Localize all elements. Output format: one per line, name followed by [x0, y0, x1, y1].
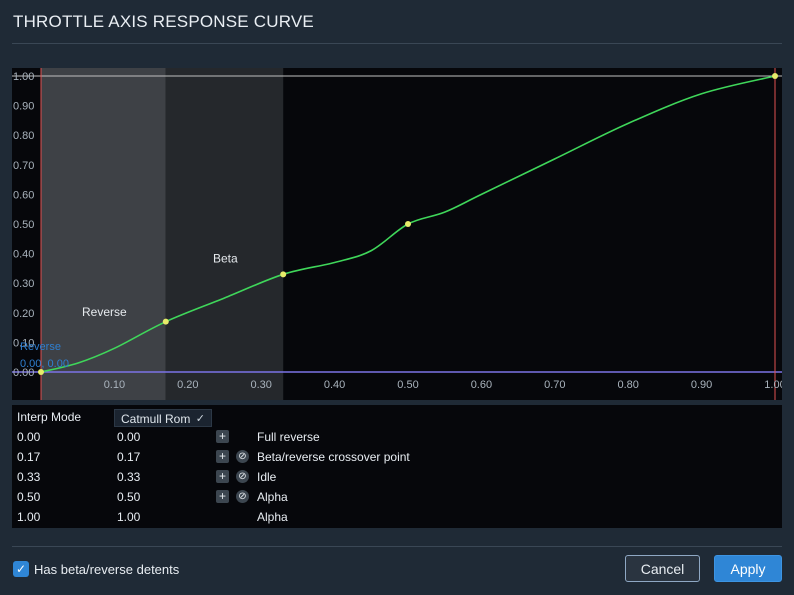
marker-label: Reverse [20, 341, 61, 353]
dialog-title: THROTTLE AXIS RESPONSE CURVE [13, 12, 314, 31]
remove-icon: ⊘ [238, 451, 247, 462]
control-point[interactable] [405, 221, 411, 227]
remove-point-button[interactable]: ⊘ [236, 450, 249, 463]
add-point-button[interactable]: + [216, 430, 229, 443]
interp-mode-select[interactable]: Catmull Rom ✓ [114, 409, 212, 427]
point-label: Alpha [257, 510, 288, 524]
plus-icon: + [218, 469, 226, 483]
point-label: Alpha [257, 490, 288, 504]
x-tick-label: 0.90 [691, 379, 712, 391]
y-tick-label: 0.70 [13, 160, 34, 172]
add-point-button[interactable]: + [216, 450, 229, 463]
output-value[interactable]: 0.00 [117, 430, 141, 444]
input-value[interactable]: 0.50 [17, 490, 41, 504]
checkmark-icon: ✓ [15, 562, 27, 576]
input-value[interactable]: 0.33 [17, 470, 41, 484]
x-tick-label: 0.20 [177, 379, 198, 391]
marker-value: 0.00, 0.00 [20, 358, 69, 370]
point-label: Full reverse [257, 430, 320, 444]
output-value[interactable]: 0.17 [117, 450, 141, 464]
x-tick-label: 0.60 [471, 379, 492, 391]
control-point[interactable] [280, 271, 287, 278]
plus-icon: + [218, 449, 226, 463]
output-value[interactable]: 0.50 [117, 490, 141, 504]
plus-icon: + [218, 489, 226, 503]
y-tick-label: 0.30 [13, 278, 34, 290]
x-tick-label: 0.10 [104, 379, 125, 391]
response-curve-plot[interactable]: Reverse Beta 0.00 0.10 0.20 0.30 0.40 0.50 0.60 0… [12, 68, 782, 400]
x-tick-label: 0.30 [250, 379, 271, 391]
table-row[interactable]: 0.50 0.50 + ⊘ Alpha [12, 487, 782, 507]
y-tick-label: 0.40 [13, 249, 34, 261]
interp-mode-value: Catmull Rom [121, 412, 191, 426]
plus-icon: + [218, 429, 226, 443]
y-tick-label: 0.80 [13, 130, 34, 142]
input-value[interactable]: 0.17 [17, 450, 41, 464]
add-point-button[interactable]: + [216, 470, 229, 483]
cancel-button[interactable]: Cancel [625, 555, 700, 582]
control-point[interactable] [38, 369, 44, 375]
x-tick-label: 0.50 [397, 379, 418, 391]
title-divider [12, 43, 782, 44]
apply-button[interactable]: Apply [714, 555, 782, 582]
y-tick-label: 0.20 [13, 308, 34, 320]
table-header-row: Interp Mode Catmull Rom ✓ [12, 407, 782, 427]
response-curve-chart[interactable]: Reverse Beta 0.00 0.10 0.20 0.30 0.40 0.50 0.60 0… [12, 68, 782, 400]
y-tick-label: 0.50 [13, 219, 34, 231]
region-label: Reverse [82, 305, 127, 319]
x-tick-label: 0.70 [544, 379, 565, 391]
remove-icon: ⊘ [238, 471, 247, 482]
add-point-button[interactable]: + [216, 490, 229, 503]
remove-icon: ⊘ [238, 491, 247, 502]
remove-point-button[interactable]: ⊘ [236, 490, 249, 503]
table-row[interactable]: 0.33 0.33 + ⊘ Idle [12, 467, 782, 487]
response-curve-line [40, 75, 776, 373]
region-reverse [41, 68, 166, 400]
output-value[interactable]: 0.33 [117, 470, 141, 484]
remove-point-button[interactable]: ⊘ [236, 470, 249, 483]
input-value[interactable]: 1.00 [17, 510, 41, 524]
chevron-down-icon: ✓ [195, 413, 205, 425]
y-tick-label: 0.00 [13, 367, 34, 379]
detents-label: Has beta/reverse detents [34, 562, 180, 577]
table-row[interactable]: 1.00 1.00 Alpha [12, 507, 782, 527]
table-row[interactable]: 0.17 0.17 + ⊘ Beta/reverse crossover point [12, 447, 782, 467]
table-row[interactable]: 0.00 0.00 + Full reverse [12, 427, 782, 447]
input-value[interactable]: 0.00 [17, 430, 41, 444]
output-value[interactable]: 1.00 [117, 510, 141, 524]
y-tick-label: 0.10 [13, 337, 34, 349]
control-point[interactable] [162, 318, 169, 325]
x-tick-label: 0.40 [324, 379, 345, 391]
footer-divider [12, 546, 782, 547]
region-label: Beta [213, 251, 238, 265]
control-points-table: Interp Mode Catmull Rom ✓ 0.00 0.00 + Full … [12, 405, 782, 528]
point-label: Beta/reverse crossover point [257, 450, 410, 464]
detents-checkbox[interactable]: ✓ [13, 561, 29, 577]
x-tick-label: 0.80 [617, 379, 638, 391]
x-tick-label: 1.00 [764, 379, 782, 391]
y-tick-label: 0.90 [13, 101, 34, 113]
control-point[interactable] [772, 73, 778, 79]
y-tick-label: 1.00 [13, 71, 34, 83]
point-label: Idle [257, 470, 277, 484]
y-tick-label: 0.60 [13, 189, 34, 201]
region-beta [165, 68, 284, 400]
interp-mode-label: Interp Mode [17, 410, 82, 424]
